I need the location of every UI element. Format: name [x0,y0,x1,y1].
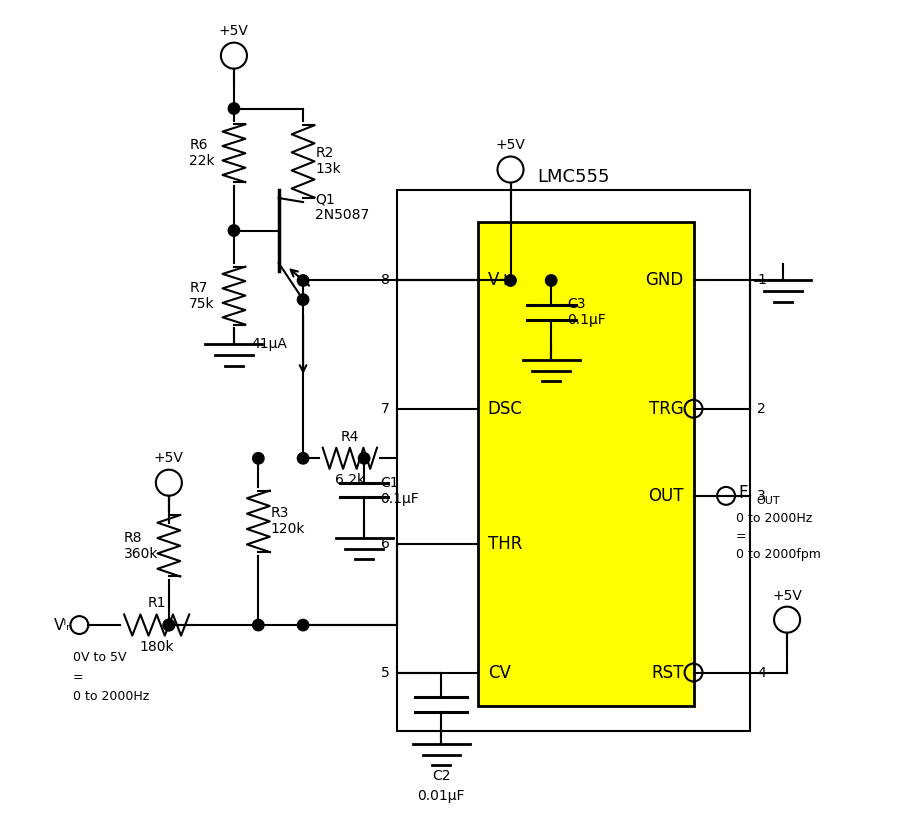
Text: CV: CV [488,663,511,681]
Text: GND: GND [645,271,684,289]
Text: +5V: +5V [154,450,183,465]
Text: Vᴵₙ: Vᴵₙ [54,618,73,632]
Text: C3
0.1μF: C3 0.1μF [567,297,606,328]
Text: 6: 6 [381,537,390,551]
Text: Q1
2N5087: Q1 2N5087 [316,192,369,223]
Text: 8: 8 [381,274,390,287]
Text: R3
120k: R3 120k [271,506,305,536]
Circle shape [253,619,264,631]
Text: 0V to 5V: 0V to 5V [73,651,127,664]
Text: RST: RST [652,663,684,681]
Text: THR: THR [488,536,522,554]
Circle shape [163,619,174,631]
Bar [478,223,693,707]
Text: 4: 4 [757,666,766,680]
Circle shape [359,453,369,464]
Text: 3: 3 [757,489,766,503]
Text: 2: 2 [757,402,766,416]
Circle shape [298,619,308,631]
Circle shape [163,619,174,631]
Text: R4: R4 [341,430,359,444]
Circle shape [505,275,516,286]
Text: 7: 7 [381,402,390,416]
Text: F: F [738,484,748,502]
Text: R8
360k: R8 360k [124,531,158,561]
Text: 1: 1 [757,274,766,287]
Text: V+: V+ [488,271,513,289]
Circle shape [546,275,556,286]
Circle shape [228,103,240,114]
Text: 5: 5 [381,666,390,680]
Circle shape [298,275,308,286]
Circle shape [298,453,308,464]
Text: R6
22k: R6 22k [189,138,215,169]
Text: +5V: +5V [495,138,525,152]
Text: C1
0.1μF: C1 0.1μF [380,476,419,506]
Text: 0 to 2000Hz: 0 to 2000Hz [736,512,812,525]
Text: 41μA: 41μA [251,337,287,351]
Text: R2
13k: R2 13k [316,147,341,177]
Text: 0.01μF: 0.01μF [418,789,465,803]
Text: 180k: 180k [139,640,174,654]
Circle shape [298,294,308,305]
Bar [396,190,751,731]
Text: 0 to 2000fpm: 0 to 2000fpm [736,548,821,561]
Text: =: = [736,530,746,543]
Text: +5V: +5V [772,590,802,604]
Text: C2: C2 [432,768,450,782]
Text: =: = [73,672,84,685]
Text: 0 to 2000Hz: 0 to 2000Hz [73,690,149,704]
Text: 6.2k: 6.2k [334,473,365,487]
Text: R1: R1 [147,596,166,610]
Circle shape [253,453,264,464]
Text: DSC: DSC [488,400,522,418]
Text: LMC555: LMC555 [538,168,610,186]
Text: OUT: OUT [756,495,779,506]
Text: +5V: +5V [219,24,249,38]
Text: OUT: OUT [648,486,684,505]
Text: R7
75k: R7 75k [189,281,215,310]
Text: TRG: TRG [649,400,684,418]
Circle shape [228,225,240,236]
